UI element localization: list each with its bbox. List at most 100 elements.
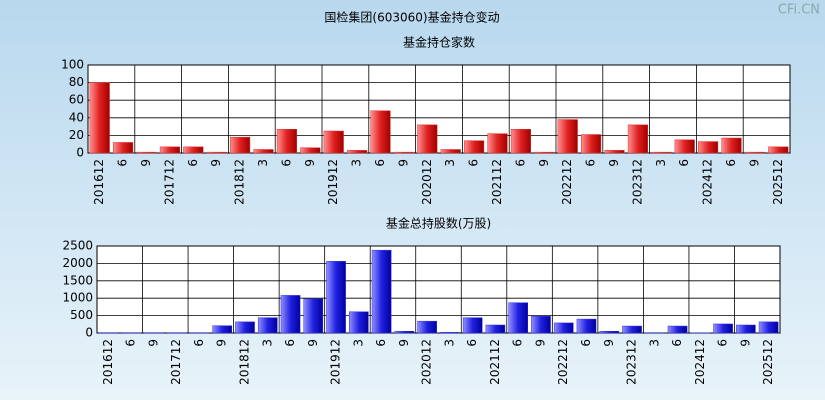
plot-area [96, 245, 781, 334]
bar [698, 141, 719, 154]
bar [485, 324, 506, 334]
x-tick-label: 9 [396, 159, 410, 167]
bar [713, 323, 733, 334]
bar [183, 146, 204, 154]
x-tick-label: 6 [511, 339, 525, 347]
bar [599, 331, 620, 334]
y-tick-label: 0 [76, 146, 84, 160]
x-tick-label: 6 [279, 159, 293, 167]
x-tick-label: 3 [350, 159, 364, 167]
y-tick-label: 20 [69, 128, 84, 142]
bar [553, 322, 574, 334]
page-title: 国检集团(603060)基金持仓变动 [324, 10, 499, 25]
x-tick-label: 202212 [560, 159, 574, 205]
bar [280, 295, 301, 334]
x-tick-label: 9 [215, 339, 229, 347]
bar [323, 130, 344, 154]
y-tick-label: 500 [70, 308, 93, 322]
bar [627, 124, 648, 154]
bar [257, 317, 278, 334]
x-tick-label: 202312 [630, 159, 644, 205]
bar [487, 133, 508, 154]
x-tick-label: 9 [303, 159, 317, 167]
x-tick-label: 6 [186, 159, 200, 167]
bar [531, 316, 551, 334]
bar [622, 325, 642, 334]
watermark: CFi.CN [778, 3, 820, 18]
x-tick-label: 6 [513, 159, 527, 167]
x-tick-label: 6 [716, 339, 730, 347]
bar [393, 151, 414, 154]
bar [464, 140, 485, 154]
x-tick-label: 6 [373, 159, 387, 167]
x-tick-label: 9 [306, 339, 320, 347]
y-tick-label: 1000 [62, 291, 93, 305]
bar [581, 134, 602, 154]
x-tick-label: 201612 [92, 159, 106, 205]
y-tick-label: 2000 [62, 256, 93, 270]
x-tick-label: 3 [351, 339, 365, 347]
bar [651, 151, 672, 154]
x-tick-label: 6 [124, 339, 138, 347]
x-tick-label: 6 [724, 159, 738, 167]
bar [159, 146, 180, 154]
x-tick-label: 9 [139, 159, 153, 167]
bar [674, 139, 695, 154]
y-tick-label: 2500 [62, 239, 93, 253]
bar [113, 142, 134, 154]
x-tick-label: 6 [670, 339, 684, 347]
bar [206, 151, 227, 154]
y-tick-label: 0 [85, 326, 93, 340]
x-tick-label: 202312 [625, 339, 639, 385]
x-tick-label: 3 [256, 159, 270, 167]
bar [300, 147, 321, 154]
x-tick-label: 202412 [701, 159, 715, 205]
bar [253, 149, 274, 154]
bar [440, 149, 461, 154]
x-tick-label: 9 [537, 159, 551, 167]
x-tick-label: 9 [209, 159, 223, 167]
bar [89, 82, 110, 154]
y-tick-label: 100 [61, 58, 84, 72]
bar [667, 325, 688, 334]
bar [604, 150, 625, 154]
x-tick-label: 6 [677, 159, 691, 167]
x-tick-label: 3 [260, 339, 274, 347]
bar [212, 325, 233, 334]
x-tick-label: 9 [607, 159, 621, 167]
x-tick-label: 3 [654, 159, 668, 167]
x-tick-label: 3 [442, 339, 456, 347]
bar [462, 317, 483, 334]
x-tick-label: 201912 [329, 339, 343, 385]
bar [721, 137, 742, 154]
x-tick-label: 6 [374, 339, 388, 347]
bar [557, 119, 578, 154]
x-tick-label: 9 [146, 339, 160, 347]
x-tick-label: 6 [116, 159, 130, 167]
x-tick-label: 9 [602, 339, 616, 347]
bar [768, 146, 789, 154]
x-tick-label: 6 [192, 339, 206, 347]
x-tick-label: 201712 [169, 339, 183, 385]
bar [576, 318, 597, 334]
x-tick-label: 6 [584, 159, 598, 167]
bar [371, 249, 392, 334]
chart-title: 基金持仓家数 [403, 35, 475, 50]
bar [136, 151, 157, 154]
x-tick-label: 202012 [420, 339, 434, 385]
plot-area [87, 64, 791, 154]
x-tick-label: 202512 [771, 159, 785, 205]
x-tick-label: 202512 [761, 339, 775, 385]
x-tick-label: 9 [738, 339, 752, 347]
bar [276, 128, 297, 154]
bar [349, 311, 369, 334]
bar [235, 321, 255, 334]
x-tick-label: 6 [579, 339, 593, 347]
bar [417, 320, 437, 334]
y-tick-label: 1500 [62, 273, 93, 287]
bar [440, 332, 460, 334]
bar [417, 124, 438, 154]
x-tick-label: 6 [467, 159, 481, 167]
y-tick-label: 60 [69, 93, 84, 107]
